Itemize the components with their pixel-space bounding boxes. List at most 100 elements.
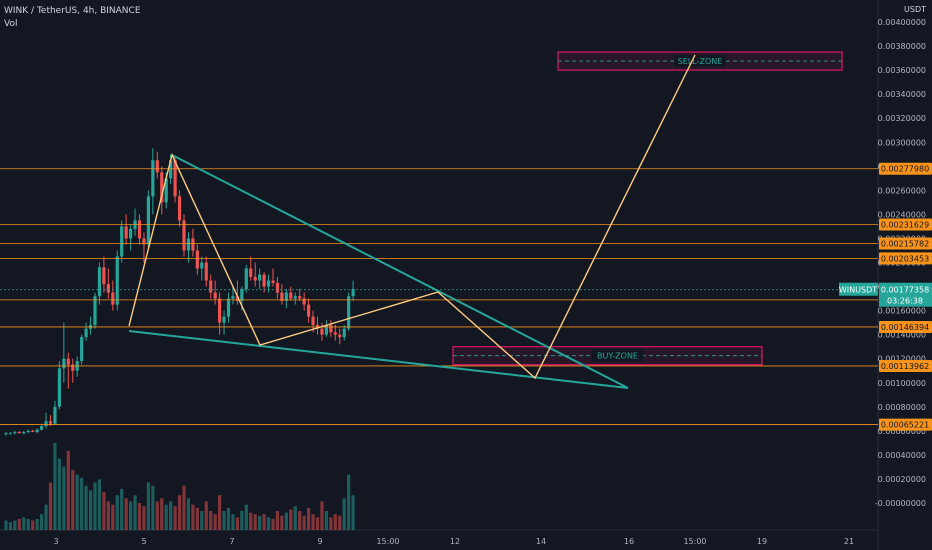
volume-bar: [164, 504, 168, 530]
volume-bar: [324, 511, 328, 530]
level-price-label: 0.00113962: [881, 362, 929, 371]
volume-bar: [182, 485, 186, 530]
candle-body: [66, 358, 70, 365]
volume-bar: [62, 466, 66, 530]
volume-bar: [146, 482, 150, 530]
price-tick-label: -0.00000000: [875, 499, 926, 508]
candle-body: [120, 226, 124, 257]
price-tick-label: 0.00140000: [878, 331, 926, 340]
candle-body: [218, 298, 222, 323]
candle-body: [111, 292, 115, 305]
wedge-lower-trendline: [128, 330, 629, 389]
volume-bar: [4, 520, 8, 530]
candle-body: [4, 433, 8, 435]
time-tick-label: 16: [624, 537, 634, 546]
candle-body: [151, 160, 155, 197]
level-price-tag: [879, 418, 932, 431]
candle-body: [213, 292, 217, 299]
projected-price-path: [128, 54, 696, 380]
volume-bar: [80, 477, 84, 530]
candle-body: [164, 178, 168, 203]
candle-body: [57, 368, 61, 407]
volume-bar: [218, 495, 222, 530]
candle-body: [13, 432, 17, 434]
current-price-tag: [879, 282, 932, 307]
symbol-tag: [839, 282, 878, 296]
volume-bar: [155, 501, 159, 530]
volume-bar: [231, 514, 235, 530]
price-tick-label: 0.00380000: [878, 42, 926, 51]
volume-bar: [284, 512, 288, 530]
candle-body: [195, 250, 199, 269]
candle-body: [17, 432, 21, 434]
candle-body: [48, 421, 53, 424]
time-tick-label: 15:00: [683, 537, 706, 546]
level-price-label: 0.00277980: [881, 165, 929, 174]
volume-bar: [129, 501, 133, 530]
candle-body: [129, 228, 133, 239]
candle-body: [200, 262, 204, 269]
volume-bar: [333, 514, 337, 530]
volume-bar: [342, 498, 346, 530]
volume-bar: [111, 504, 115, 530]
volume-bar: [17, 518, 21, 530]
candle-body: [186, 238, 191, 251]
level-price-tag: [879, 237, 932, 250]
volume-bar: [298, 511, 302, 530]
candle-body: [8, 433, 13, 435]
candle-body: [44, 421, 48, 427]
volume-bar: [200, 511, 204, 530]
volume-bar: [293, 506, 297, 530]
level-price-label: 0.00065221: [881, 421, 929, 430]
candle-body: [106, 284, 110, 293]
candle-body: [240, 288, 244, 301]
volume-bar: [280, 515, 284, 530]
volume-bar: [311, 514, 315, 530]
candle-body: [342, 328, 346, 338]
price-tick-label: 0.00240000: [878, 210, 926, 219]
volume-bar: [142, 506, 146, 530]
volume-bar: [160, 498, 164, 530]
volume-bar: [253, 514, 257, 530]
candle-body: [40, 426, 44, 430]
volume-bar: [93, 482, 97, 530]
level-price-label: 0.00146394: [881, 323, 929, 332]
volume-bar: [133, 495, 137, 530]
candle-body: [222, 316, 226, 323]
volume-bar: [258, 515, 262, 530]
candle-body: [293, 296, 297, 299]
volume-bar: [22, 517, 26, 530]
candle-body: [31, 430, 35, 433]
volume-bar: [102, 492, 106, 530]
volume-bar: [315, 517, 320, 530]
candle-body: [182, 220, 186, 251]
candle-body: [324, 325, 328, 335]
volume-bar: [88, 490, 93, 530]
volume-bar: [347, 474, 351, 530]
candle-body: [235, 296, 239, 301]
price-tick-label: 0.00400000: [878, 18, 926, 27]
candle-body: [80, 337, 84, 362]
candle-body: [22, 432, 26, 434]
level-price-tag: [879, 252, 932, 265]
plot-area: [0, 0, 878, 530]
volume-bar: [13, 520, 17, 530]
candle-body: [275, 282, 280, 293]
volume-bar: [307, 507, 311, 530]
level-price-label: 0.00215782: [881, 240, 929, 249]
buy-zone-label: BUY-ZONE: [597, 352, 638, 361]
candle-body: [266, 280, 271, 287]
level-price-tag: [879, 162, 932, 175]
candle-body: [226, 298, 231, 317]
volume-bar: [351, 495, 355, 530]
price-tick-label: 0.00120000: [878, 355, 926, 364]
price-tick-label: 0.00100000: [878, 379, 926, 388]
volume-bar: [8, 522, 13, 530]
level-price-tag: [879, 320, 932, 333]
candle-body: [231, 296, 235, 299]
time-tick-label: 21: [844, 537, 854, 546]
volume-bar: [48, 482, 53, 530]
candle-body: [191, 238, 195, 251]
candle-body: [35, 429, 39, 433]
